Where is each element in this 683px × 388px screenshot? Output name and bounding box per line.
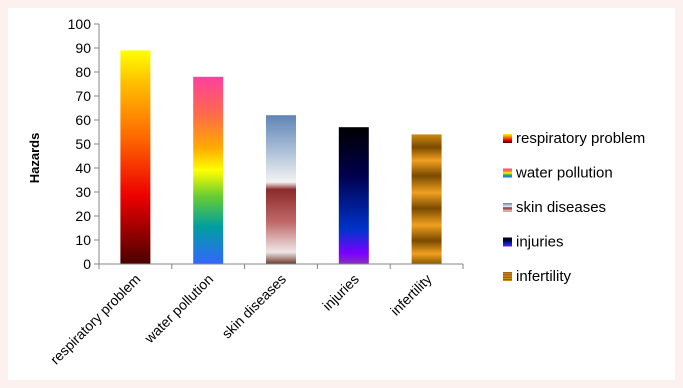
chart-frame: Hazards 0 10 20 30 40 50 60 70 80 90 100 respirato… (8, 8, 675, 380)
bar-water-pollution (193, 76, 224, 264)
y-tick-label: 50 (75, 136, 91, 152)
bar-respiratory-problem (120, 50, 151, 265)
x-tick-label: infertility (387, 271, 435, 319)
legend-swatch (503, 203, 512, 212)
legend-label: injuries (516, 234, 564, 251)
y-tick-label: 100 (68, 16, 92, 32)
bar-infertility (411, 134, 442, 264)
bars-group (120, 50, 442, 265)
legend-swatch (503, 168, 512, 178)
bar-chart: Hazards 0 10 20 30 40 50 60 70 80 90 100 respirato… (27, 16, 645, 368)
legend-swatch (503, 272, 512, 281)
y-tick-label: 20 (75, 208, 91, 224)
legend-label: water pollution (515, 165, 613, 182)
y-tick-label: 10 (75, 232, 91, 248)
y-axis-title: Hazards (27, 133, 42, 184)
y-tick-label: 60 (75, 112, 91, 128)
legend-swatch (503, 134, 512, 143)
x-tick-label: injuries (319, 271, 362, 314)
x-tick-label: skin diseases (218, 271, 289, 342)
legend: respiratory problem water pollution skin d… (503, 130, 645, 285)
y-tick-label: 90 (75, 40, 91, 56)
y-tick-label: 80 (75, 64, 91, 80)
x-tick-label: water pollution (140, 271, 216, 347)
bar-skin-diseases (266, 115, 296, 264)
y-tick-label: 70 (75, 88, 91, 104)
y-axis: 0 10 20 30 40 50 60 70 80 90 100 (68, 16, 100, 272)
y-tick-label: 40 (75, 160, 91, 176)
y-tick-label: 0 (83, 256, 91, 272)
legend-label: respiratory problem (516, 130, 645, 147)
y-tick-label: 30 (75, 184, 91, 200)
bar-injuries (338, 127, 369, 264)
legend-swatch (503, 237, 512, 247)
legend-label: skin diseases (516, 199, 606, 216)
x-tick-label: respiratory problem (47, 271, 144, 368)
legend-label: infertility (516, 268, 572, 285)
